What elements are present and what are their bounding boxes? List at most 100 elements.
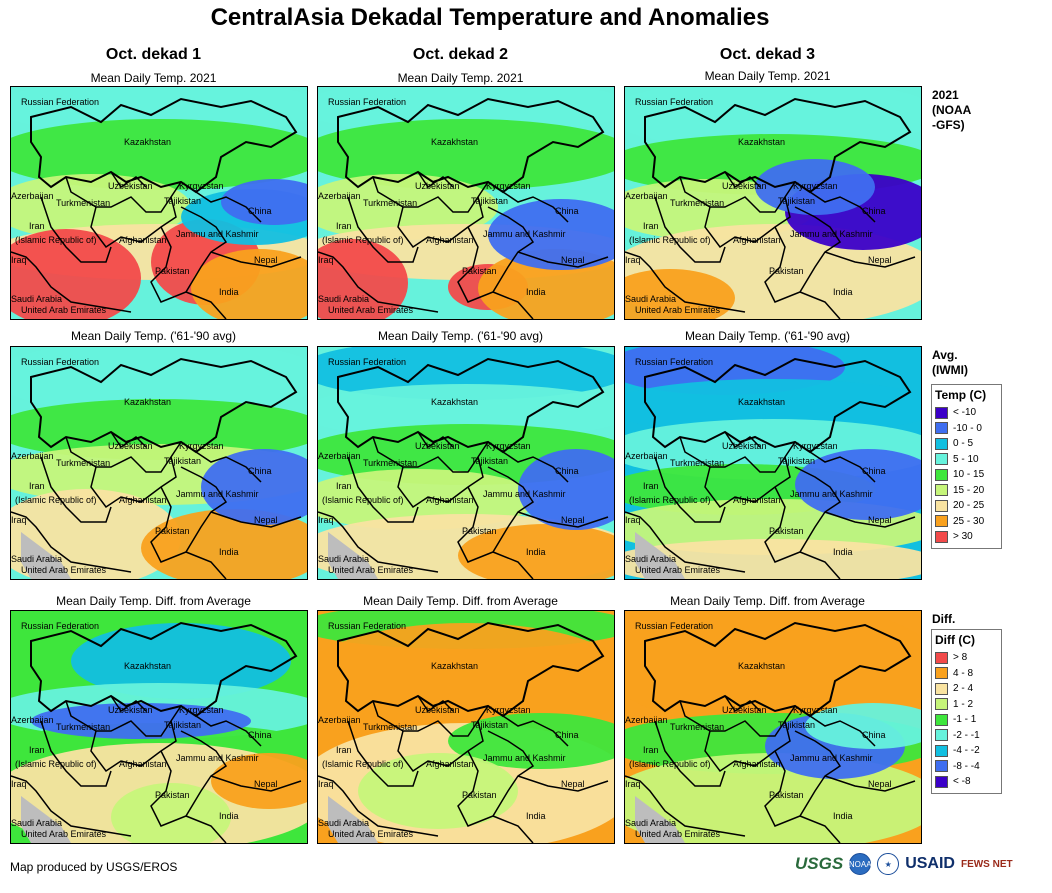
place-label-uzbekistan: Uzbekistan (108, 705, 153, 715)
place-label-jammu: Jammu and Kashmir (483, 489, 566, 499)
place-label-uzbekistan: Uzbekistan (415, 441, 460, 451)
place-label-russia: Russian Federation (328, 97, 406, 107)
place-label-iran2: (Islamic Republic of) (322, 235, 404, 245)
country-border (417, 171, 454, 189)
place-label-iran2: (Islamic Republic of) (629, 495, 711, 505)
place-label-iran1: Iran (29, 745, 45, 755)
panel-title-r3c2: Mean Daily Temp. Diff. from Average (363, 594, 558, 608)
country-border (492, 551, 534, 579)
temperature-zone (625, 611, 921, 729)
place-label-kazakhstan: Kazakhstan (124, 661, 171, 671)
diff-legend-swatch (935, 698, 948, 711)
column-heading-dekad-3: Oct. dekad 3 (719, 46, 816, 63)
place-label-afghanistan: Afghanistan (119, 759, 167, 769)
country-border (372, 176, 489, 213)
place-label-kyrgyzstan: Kyrgyzstan (793, 441, 838, 451)
place-label-uzbekistan: Uzbekistan (108, 441, 153, 451)
country-border (799, 815, 841, 843)
place-label-pakistan: Pakistan (769, 790, 804, 800)
place-label-iraq: Iraq (625, 779, 641, 789)
map-canvas: Russian Federation Kazakhstan Uzbekistan Ky… (318, 611, 614, 843)
place-label-kazakhstan: Kazakhstan (431, 661, 478, 671)
place-label-tajikistan: Tajikistan (778, 456, 815, 466)
temperature-zone (318, 119, 614, 190)
place-label-tajikistan: Tajikistan (471, 196, 508, 206)
country-border (625, 775, 746, 837)
place-label-turkmenistan: Turkmenistan (670, 198, 724, 208)
temp-legend-item: > 30 (935, 529, 1001, 545)
temp-legend: Temp (C) < -10 -10 - 0 0 - 5 5 - 10 10 - 15 1… (931, 384, 1002, 549)
country-border (799, 551, 841, 579)
place-label-iran1: Iran (29, 481, 45, 491)
place-label-pakistan: Pakistan (155, 526, 190, 536)
place-label-jammu: Jammu and Kashmir (790, 489, 873, 499)
diff-legend-item: 1 - 2 (935, 697, 1001, 713)
place-label-russia: Russian Federation (635, 97, 713, 107)
place-label-turkmenistan: Turkmenistan (670, 722, 724, 732)
temp-legend-swatch (935, 422, 948, 435)
panel-title-r1c2: Mean Daily Temp. 2021 (397, 71, 524, 85)
place-label-iran2: (Islamic Republic of) (15, 759, 97, 769)
country-border (824, 511, 916, 528)
country-border (724, 171, 761, 189)
seal-icon: ★ (877, 853, 900, 875)
place-label-china: China (555, 730, 579, 740)
place-label-uzbekistan: Uzbekistan (415, 181, 460, 191)
temperature-zone (191, 249, 307, 319)
temp-legend-item: -10 - 0 (935, 421, 1001, 437)
temperature-zone (221, 179, 307, 225)
place-label-azerbaijan: Azerbaijan (625, 191, 668, 201)
country-border (337, 357, 605, 454)
country-border (824, 775, 916, 792)
place-label-uzbekistan: Uzbekistan (722, 181, 767, 191)
place-label-iraq: Iraq (625, 515, 641, 525)
country-border (654, 196, 726, 263)
diff-legend-swatch (935, 713, 948, 726)
country-border (492, 291, 534, 319)
place-label-kyrgyzstan: Kyrgyzstan (793, 705, 838, 715)
country-border (644, 621, 912, 718)
place-label-kazakhstan: Kazakhstan (124, 397, 171, 407)
map-canvas: Russian Federation Kazakhstan Uzbekistan Ky… (11, 87, 307, 319)
place-label-uae: United Arab Emirates (635, 305, 721, 315)
place-label-kyrgyzstan: Kyrgyzstan (179, 705, 224, 715)
place-label-russia: Russian Federation (21, 357, 99, 367)
place-label-jammu: Jammu and Kashmir (176, 229, 259, 239)
map-canvas: Russian Federation Kazakhstan Uzbekistan Ky… (11, 347, 307, 579)
country-border (150, 730, 228, 827)
column-heading-dekad-1: Oct. dekad 1 (105, 46, 202, 63)
temperature-zone (518, 449, 614, 530)
country-border (65, 176, 182, 213)
diff-legend: Diff (C) > 8 4 - 8 2 - 4 1 - 2 -1 - 1 -2 - -1… (931, 629, 1002, 794)
temperature-zone (625, 379, 921, 435)
place-label-china: China (862, 466, 886, 476)
page-title: CentralAsia Dekadal Temperature and Anom… (210, 4, 770, 31)
usgs-logo: USGS (795, 854, 844, 873)
place-label-iraq: Iraq (318, 779, 334, 789)
country-border (397, 456, 484, 509)
temp-legend-label: < -10 (953, 407, 977, 419)
country-border (654, 720, 726, 787)
temperature-zone (795, 449, 921, 520)
diff-legend-label: -4 - -2 (953, 745, 980, 757)
place-label-pakistan: Pakistan (462, 526, 497, 536)
place-label-russia: Russian Federation (635, 621, 713, 631)
temperature-zone (71, 623, 291, 699)
no-data-area (21, 532, 71, 579)
no-data-area (328, 532, 378, 579)
place-label-saudi: Saudi Arabia (11, 818, 62, 828)
temp-legend-item: 15 - 20 (935, 483, 1001, 499)
place-label-india: India (219, 547, 239, 557)
country-border (517, 511, 609, 528)
place-label-saudi: Saudi Arabia (11, 294, 62, 304)
map-2021-dekad-3: Russian Federation Kazakhstan Uzbekistan Ky… (624, 86, 922, 320)
place-label-jammu: Jammu and Kashmir (790, 229, 873, 239)
place-label-kyrgyzstan: Kyrgyzstan (793, 181, 838, 191)
temperature-zone (11, 119, 307, 190)
country-border (502, 191, 569, 223)
temperature-zone (318, 347, 614, 400)
country-border (347, 196, 419, 263)
map-2021-dekad-2: Russian Federation Kazakhstan Uzbekistan Ky… (317, 86, 615, 320)
country-border (347, 456, 419, 523)
place-label-jammu: Jammu and Kashmir (176, 753, 259, 763)
